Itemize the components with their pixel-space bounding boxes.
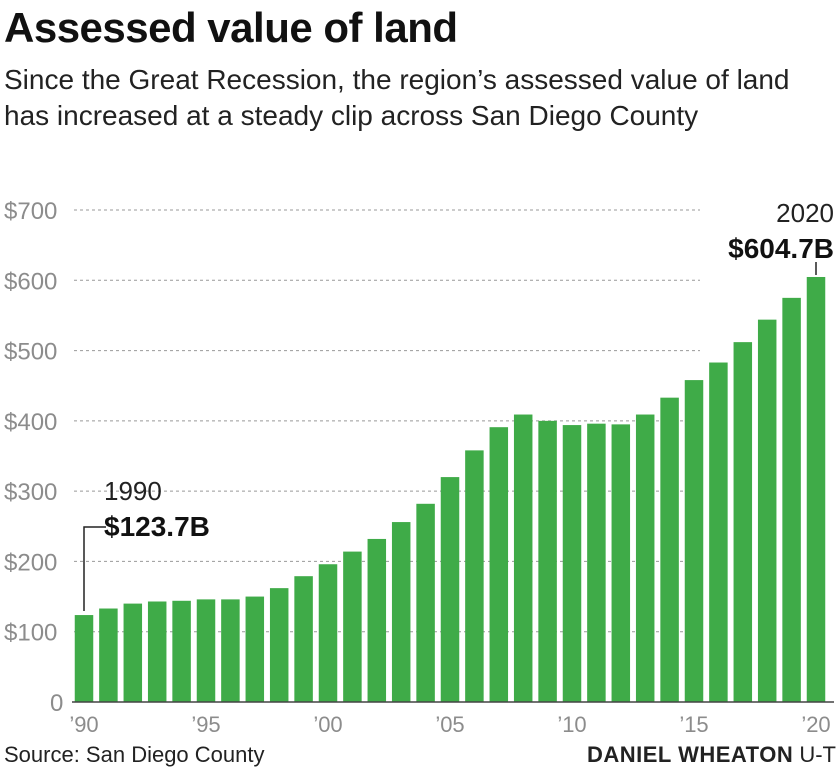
bar-2008 — [513, 414, 533, 702]
bar-1995 — [196, 599, 216, 702]
y-tick-label: $200 — [4, 549, 57, 576]
x-tick-label: ’20 — [801, 712, 830, 737]
bar-2016 — [709, 362, 728, 702]
bar-1998 — [269, 588, 289, 702]
bar-2020 — [806, 276, 826, 702]
x-tick-label: ’95 — [191, 712, 220, 737]
y-tick-label: $600 — [4, 268, 57, 295]
chart-title: Assessed value of land — [4, 4, 458, 51]
credit-name: DANIEL WHEATON — [586, 742, 794, 767]
bar-2015 — [684, 380, 704, 702]
y-tick-label: $700 — [4, 198, 57, 225]
y-tick-label: $500 — [4, 339, 57, 366]
bar-2017 — [733, 342, 753, 702]
x-tick-label: ’90 — [69, 712, 98, 737]
annotation-value-2020: $604.7B — [728, 233, 834, 264]
bar-2005 — [440, 477, 460, 702]
bar-1999 — [294, 576, 313, 702]
bar-1996 — [221, 599, 240, 702]
bar-1993 — [147, 601, 167, 702]
bar-2004 — [416, 503, 435, 702]
bar-2007 — [489, 427, 509, 702]
bar-1994 — [172, 600, 191, 702]
bar-2018 — [757, 319, 777, 702]
y-tick-label: $400 — [4, 409, 57, 436]
x-tick-label: ’15 — [679, 712, 708, 737]
y-tick-label: $100 — [4, 620, 57, 647]
x-tick-label: ’05 — [435, 712, 464, 737]
annotation-year-2020: 2020 — [776, 198, 834, 228]
bar-1997 — [245, 596, 265, 702]
annotation-value-1990: $123.7B — [104, 511, 210, 542]
bar-2011 — [587, 423, 606, 702]
chart-subtitle: Since the Great Recession, the region’s … — [4, 64, 790, 131]
annotation-leader-1990 — [83, 526, 106, 612]
bar-2013 — [635, 414, 655, 702]
bar-2000 — [318, 564, 338, 702]
annotation-year-1990: 1990 — [104, 476, 162, 506]
bar-2019 — [782, 297, 801, 702]
source-note: Source: San Diego County — [4, 742, 265, 767]
bar-2002 — [367, 538, 387, 702]
x-tick-label: ’10 — [557, 712, 586, 737]
bar-2006 — [465, 450, 484, 702]
y-tick-label: $300 — [4, 479, 57, 506]
bar-2012 — [611, 424, 631, 702]
bar-2001 — [343, 551, 362, 702]
bar-2003 — [391, 522, 411, 702]
bar-1990 — [74, 615, 94, 702]
bar-1991 — [99, 608, 118, 702]
bar-1992 — [123, 603, 143, 702]
y-tick-label: 0 — [50, 690, 63, 717]
bar-2009 — [538, 420, 557, 702]
credit-org: U-T — [799, 742, 836, 767]
credit-line: DANIEL WHEATON U-T — [587, 742, 836, 768]
bar-2014 — [660, 397, 679, 702]
bar-chart: 0 $100 $200 $300 $400 $500 $600 $700 ’90 ’95 ’00 ’0… — [4, 198, 834, 737]
bar-2010 — [562, 425, 582, 702]
x-tick-label: ’00 — [313, 712, 342, 737]
